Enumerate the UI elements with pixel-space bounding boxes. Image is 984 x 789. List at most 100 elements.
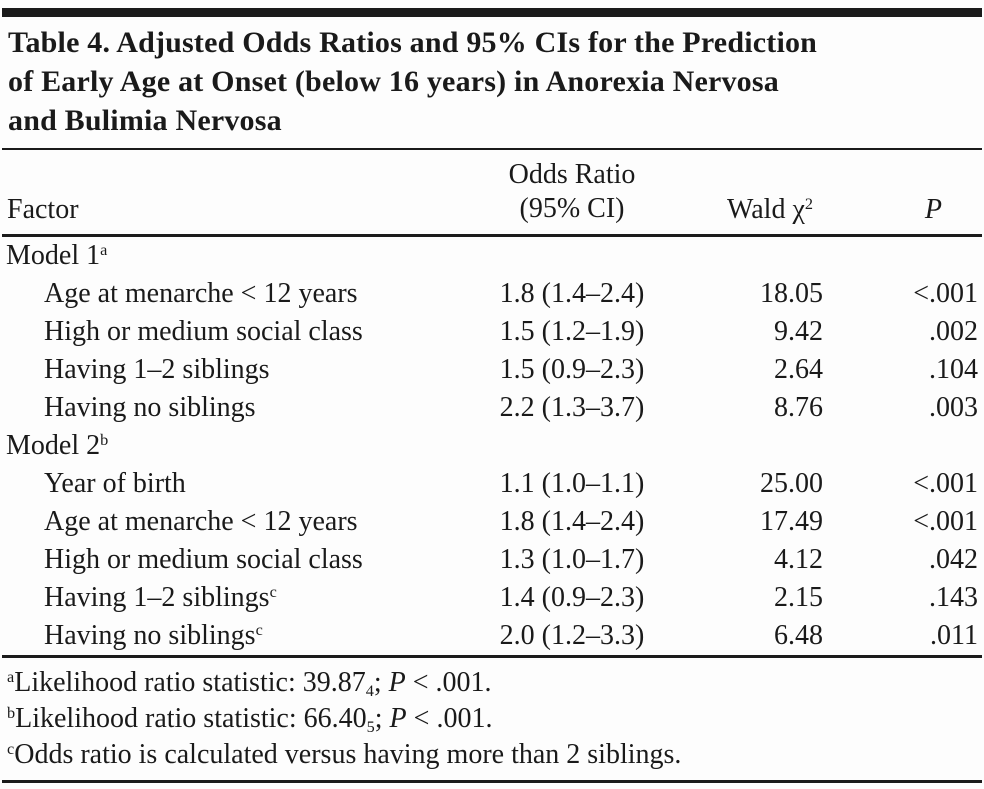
factor-cell: High or medium social class — [2, 313, 472, 351]
journal-table-page: Table 4. Adjusted Odds Ratios and 95% CI… — [0, 8, 984, 783]
table-row: Having 1–2 siblingsc 1.4 (0.9–2.3) 2.15 … — [2, 579, 982, 617]
factor-text: Having 1–2 siblings — [44, 354, 270, 385]
p-symbol: P — [389, 703, 407, 734]
table-row: Age at menarche < 12 years 1.8 (1.4–2.4)… — [2, 275, 982, 313]
table-header: Factor Odds Ratio (95% CI) Wald χ2 P — [2, 150, 982, 237]
wald-cell: 25.00 — [760, 468, 823, 499]
table-title-line-3: and Bulimia Nervosa — [8, 104, 282, 137]
factor-column-header: Factor — [2, 150, 472, 237]
table-row: Year of birth 1.1 (1.0–1.1) 25.00 <.001 — [2, 465, 982, 503]
table-title: Table 4. Adjusted Odds Ratios and 95% CI… — [2, 17, 982, 148]
p-value-cell: .143 — [929, 582, 978, 613]
title-divider — [2, 148, 982, 150]
wald-cell: 6.48 — [774, 620, 823, 651]
factor-text: Having no siblings — [44, 620, 256, 651]
footnote-separator: ; — [374, 703, 390, 734]
odds-ratio-cell: 1.1 (1.0–1.1) — [499, 468, 645, 499]
factor-cell: Having no siblingsc — [2, 617, 472, 657]
odds-ratio-column-header: Odds Ratio (95% CI) — [472, 150, 672, 237]
factor-cell: High or medium social class — [2, 541, 472, 579]
header-row: Factor Odds Ratio (95% CI) Wald χ2 P — [2, 150, 982, 237]
odds-ratio-cell: 1.5 (0.9–2.3) — [499, 354, 645, 385]
footnote-text: Odds ratio is calculated versus having m… — [14, 739, 682, 770]
footnote-marker-b: b — [100, 431, 109, 450]
odds-ratio-table: Factor Odds Ratio (95% CI) Wald χ2 P Mod… — [2, 150, 982, 658]
footnote-text: Likelihood ratio statistic: 66.40 — [15, 703, 367, 734]
factor-text: Age at menarche < 12 years — [44, 278, 358, 309]
p-value-cell: <.001 — [913, 278, 978, 309]
footnote-marker: a — [7, 668, 15, 687]
table-row: Having 1–2 siblings 1.5 (0.9–2.3) 2.64 .… — [2, 351, 982, 389]
footnote-text: Likelihood ratio statistic: 39.87 — [14, 667, 366, 698]
factor-text: Having no siblings — [44, 392, 256, 423]
factor-cell: Age at menarche < 12 years — [2, 503, 472, 541]
factor-text: Year of birth — [44, 468, 186, 499]
factor-text: High or medium social class — [44, 316, 363, 347]
section-label-text: Model 2 — [6, 430, 101, 461]
p-value-cell: .104 — [929, 354, 978, 385]
footnotes-block: aLikelihood ratio statistic: 39.874; P <… — [2, 658, 982, 779]
wald-chi-label: Wald χ — [727, 194, 805, 225]
odds-ratio-cell: 1.8 (1.4–2.4) — [499, 506, 645, 537]
factor-text: High or medium social class — [44, 544, 363, 575]
footnote-tail: < .001. — [406, 703, 493, 734]
p-value-cell: .011 — [930, 620, 978, 651]
odds-ratio-cell: 1.4 (0.9–2.3) — [499, 582, 645, 613]
odds-ratio-cell: 1.3 (1.0–1.7) — [499, 544, 645, 575]
odds-ratio-cell: 2.0 (1.2–3.3) — [499, 620, 645, 651]
footnote-b: bLikelihood ratio statistic: 66.405; P <… — [7, 701, 982, 737]
factor-cell: Having 1–2 siblings — [2, 351, 472, 389]
p-value-cell: <.001 — [913, 506, 978, 537]
table-row: High or medium social class 1.5 (1.2–1.9… — [2, 313, 982, 351]
wald-chi-exponent: 2 — [804, 195, 813, 214]
footnote-subscript: 4 — [365, 681, 374, 700]
factor-text: Having 1–2 siblings — [44, 582, 270, 613]
wald-cell: 4.12 — [774, 544, 823, 575]
wald-chi-square-column-header: Wald χ2 — [672, 150, 837, 237]
section-label-model-1: Model 1a — [2, 236, 982, 276]
factor-cell: Having no siblings — [2, 389, 472, 427]
section-header-row-model-2: Model 2b — [2, 427, 982, 465]
table-row: Having no siblingsc 2.0 (1.2–3.3) 6.48 .… — [2, 617, 982, 657]
p-value-cell: .002 — [929, 316, 978, 347]
table-title-line-1: Table 4. Adjusted Odds Ratios and 95% CI… — [8, 26, 818, 59]
section-label-model-2: Model 2b — [2, 427, 982, 465]
factor-text: Age at menarche < 12 years — [44, 506, 358, 537]
wald-cell: 17.49 — [760, 506, 823, 537]
wald-cell: 9.42 — [774, 316, 823, 347]
top-rule — [2, 8, 982, 17]
p-value-cell: <.001 — [913, 468, 978, 499]
p-value-column-header: P — [837, 150, 982, 237]
p-value-cell: .003 — [929, 392, 978, 423]
factor-cell: Having 1–2 siblingsc — [2, 579, 472, 617]
section-header-row-model-1: Model 1a — [2, 236, 982, 276]
footnote-subscript: 5 — [366, 717, 375, 736]
footnote-marker: b — [7, 704, 16, 723]
bottom-rule — [2, 780, 982, 783]
factor-cell: Year of birth — [2, 465, 472, 503]
wald-cell: 8.76 — [774, 392, 823, 423]
section-label-text: Model 1 — [6, 240, 101, 271]
footnote-c: cOdds ratio is calculated versus having … — [7, 737, 982, 773]
footnote-tail: < .001. — [405, 667, 492, 698]
factor-cell: Age at menarche < 12 years — [2, 275, 472, 313]
factor-footnote-marker: c — [269, 583, 277, 602]
odds-ratio-header-line1: Odds Ratio — [508, 159, 636, 190]
table-row: Age at menarche < 12 years 1.8 (1.4–2.4)… — [2, 503, 982, 541]
footnote-marker: c — [7, 740, 15, 759]
factor-footnote-marker: c — [255, 621, 263, 640]
footnote-separator: ; — [373, 667, 389, 698]
table-row: Having no siblings 2.2 (1.3–3.7) 8.76 .0… — [2, 389, 982, 427]
footnote-marker-a: a — [100, 241, 108, 260]
table-title-line-2: of Early Age at Onset (below 16 years) i… — [8, 65, 779, 98]
table-body: Model 1a Age at menarche < 12 years 1.8 … — [2, 236, 982, 657]
wald-cell: 18.05 — [760, 278, 823, 309]
odds-ratio-cell: 1.8 (1.4–2.4) — [499, 278, 645, 309]
odds-ratio-header-line2: (95% CI) — [519, 193, 625, 224]
odds-ratio-cell: 2.2 (1.3–3.7) — [499, 392, 645, 423]
p-value-cell: .042 — [929, 544, 978, 575]
wald-cell: 2.64 — [774, 354, 823, 385]
table-row: High or medium social class 1.3 (1.0–1.7… — [2, 541, 982, 579]
p-symbol: P — [388, 667, 406, 698]
wald-cell: 2.15 — [774, 582, 823, 613]
